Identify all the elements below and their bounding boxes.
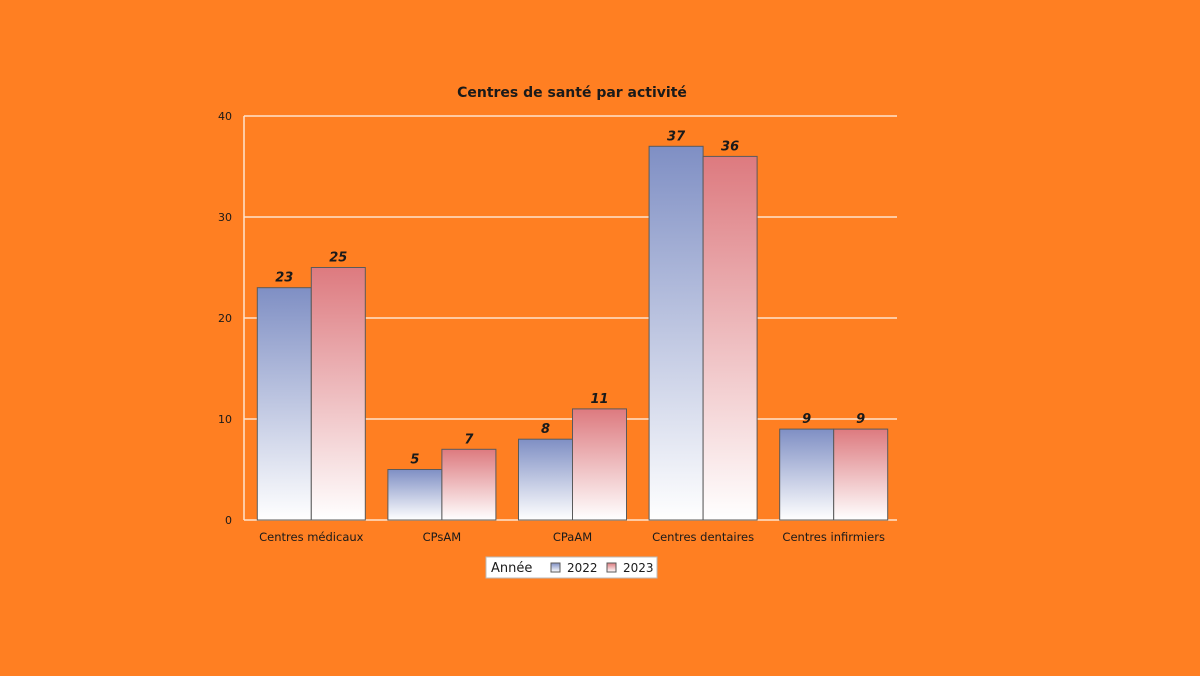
bars xyxy=(256,145,889,521)
x-tick-label: Centres médicaux xyxy=(259,530,364,544)
bar-2023-4 xyxy=(833,428,889,521)
data-label: 9 xyxy=(802,412,811,427)
legend-label-2022: 2022 xyxy=(567,561,598,575)
bar-2022-1 xyxy=(387,469,443,521)
data-label: 7 xyxy=(464,432,474,447)
legend-swatch-2022 xyxy=(550,562,561,573)
data-label: 11 xyxy=(590,392,608,407)
x-tick-label: Centres infirmiers xyxy=(782,530,885,544)
y-tick-label: 30 xyxy=(218,211,232,224)
y-tick-label: 0 xyxy=(225,514,232,527)
data-label: 9 xyxy=(856,412,865,427)
x-tick-label: CPsAM xyxy=(423,530,462,544)
bar-2023-3 xyxy=(702,155,758,521)
bar-2022-0 xyxy=(256,287,312,521)
chart-title: Centres de santé par activité xyxy=(457,85,687,101)
data-label: 23 xyxy=(275,271,293,286)
data-label: 25 xyxy=(329,251,347,266)
y-tick-label: 40 xyxy=(218,110,232,123)
legend-swatch-2023 xyxy=(606,562,617,573)
data-labels: 23 25 5 7 8 11 37 36 9 9 xyxy=(275,129,865,467)
bar-2023-0 xyxy=(310,267,366,521)
bar-2023-2 xyxy=(572,408,627,521)
bar-2022-2 xyxy=(518,438,573,521)
data-label: 37 xyxy=(667,129,686,144)
data-label: 5 xyxy=(410,453,419,468)
x-tick-label: Centres dentaires xyxy=(652,530,754,544)
axes: 0 10 20 30 40 Centres médicaux CPsAM CPaAM Centr… xyxy=(218,110,885,544)
legend-label-2023: 2023 xyxy=(623,561,654,575)
bar-2022-4 xyxy=(779,428,835,521)
x-tick-label: CPaAM xyxy=(553,530,592,544)
data-label: 8 xyxy=(541,422,550,437)
legend-title: Année xyxy=(491,561,532,576)
data-label: 36 xyxy=(721,139,739,154)
legend: Année 2022 2023 xyxy=(485,556,658,579)
y-tick-label: 10 xyxy=(218,413,232,426)
y-tick-label: 20 xyxy=(218,312,232,325)
legend-box xyxy=(485,556,658,579)
bar-2022-3 xyxy=(648,145,704,521)
bar-2023-1 xyxy=(441,448,497,521)
